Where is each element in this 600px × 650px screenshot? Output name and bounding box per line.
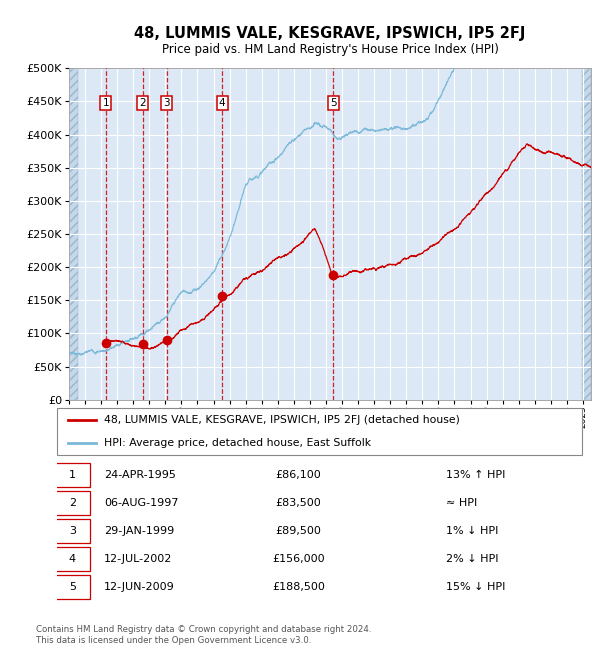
Text: 1: 1 (69, 471, 76, 480)
Bar (69, 68, 78, 400)
FancyBboxPatch shape (55, 547, 90, 571)
Text: 29-JAN-1999: 29-JAN-1999 (104, 526, 175, 536)
Text: 48, LUMMIS VALE, KESGRAVE, IPSWICH, IP5 2FJ (detached house): 48, LUMMIS VALE, KESGRAVE, IPSWICH, IP5 … (104, 415, 460, 425)
Text: 2: 2 (139, 98, 146, 108)
Text: Price paid vs. HM Land Registry's House Price Index (HPI): Price paid vs. HM Land Registry's House … (161, 43, 499, 56)
Text: 24-APR-1995: 24-APR-1995 (104, 471, 176, 480)
Text: £89,500: £89,500 (275, 526, 322, 536)
Text: 15% ↓ HPI: 15% ↓ HPI (445, 582, 505, 592)
Text: £156,000: £156,000 (272, 554, 325, 564)
Text: £188,500: £188,500 (272, 582, 325, 592)
Text: 2% ↓ HPI: 2% ↓ HPI (445, 554, 498, 564)
Text: 4: 4 (219, 98, 226, 108)
Bar (69, 68, 78, 400)
Text: 12-JUL-2002: 12-JUL-2002 (104, 554, 173, 564)
Text: 3: 3 (69, 526, 76, 536)
FancyBboxPatch shape (55, 463, 90, 488)
FancyBboxPatch shape (55, 575, 90, 599)
Text: 1: 1 (103, 98, 109, 108)
Text: 12-JUN-2009: 12-JUN-2009 (104, 582, 175, 592)
Text: £86,100: £86,100 (275, 471, 322, 480)
Text: 06-AUG-1997: 06-AUG-1997 (104, 499, 179, 508)
FancyBboxPatch shape (55, 491, 90, 515)
FancyBboxPatch shape (57, 408, 582, 455)
Text: 1% ↓ HPI: 1% ↓ HPI (445, 526, 498, 536)
Text: Contains HM Land Registry data © Crown copyright and database right 2024.
This d: Contains HM Land Registry data © Crown c… (36, 625, 371, 645)
Text: ≈ HPI: ≈ HPI (445, 499, 477, 508)
Text: £83,500: £83,500 (275, 499, 322, 508)
Text: 5: 5 (69, 582, 76, 592)
Text: 5: 5 (330, 98, 337, 108)
Text: 2: 2 (68, 499, 76, 508)
Bar (582, 68, 591, 400)
Bar (582, 68, 591, 400)
Text: 13% ↑ HPI: 13% ↑ HPI (445, 471, 505, 480)
Text: HPI: Average price, detached house, East Suffolk: HPI: Average price, detached house, East… (104, 438, 371, 448)
Text: 4: 4 (68, 554, 76, 564)
FancyBboxPatch shape (55, 519, 90, 543)
Text: 3: 3 (163, 98, 170, 108)
Text: 48, LUMMIS VALE, KESGRAVE, IPSWICH, IP5 2FJ: 48, LUMMIS VALE, KESGRAVE, IPSWICH, IP5 … (134, 26, 526, 41)
